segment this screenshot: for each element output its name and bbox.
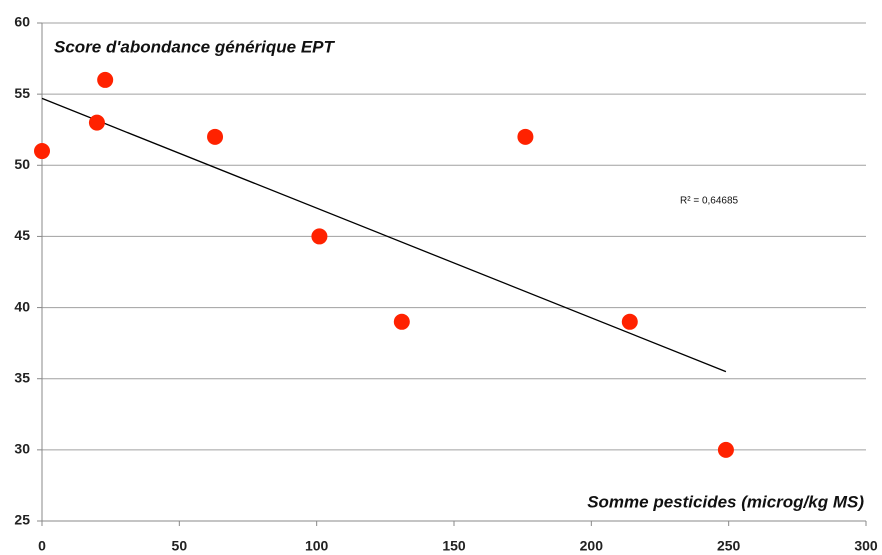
point	[517, 128, 534, 145]
x-axis-label: Somme pesticides (microg/kg MS)	[587, 492, 864, 511]
point	[97, 71, 114, 88]
x-tick-label: 300	[854, 538, 878, 554]
y-tick-label: 30	[14, 441, 30, 457]
point	[88, 114, 105, 131]
point	[207, 128, 224, 145]
y-tick-label: 25	[14, 512, 30, 528]
x-tick-label: 200	[580, 538, 604, 554]
y-tick-label: 55	[14, 85, 30, 101]
y-tick-label: 40	[14, 298, 30, 314]
point	[393, 313, 410, 330]
y-tick-label: 50	[14, 156, 30, 172]
point	[717, 441, 734, 458]
x-tick-label: 100	[305, 538, 329, 554]
y-tick-label: 35	[14, 369, 30, 385]
point	[311, 228, 328, 245]
point	[621, 313, 638, 330]
x-tick-label: 150	[442, 538, 466, 554]
x-tick-label: 50	[172, 538, 188, 554]
point	[34, 143, 50, 160]
annotation: R² = 0,64685	[680, 196, 739, 207]
trendline	[41, 97, 727, 373]
x-tick-label: 0	[38, 538, 46, 554]
y-tick-label: 60	[14, 14, 30, 30]
y-tick-label: 45	[14, 227, 30, 243]
chart-title: Score d'abondance générique EPT	[54, 37, 336, 56]
x-tick-label: 250	[717, 538, 741, 554]
